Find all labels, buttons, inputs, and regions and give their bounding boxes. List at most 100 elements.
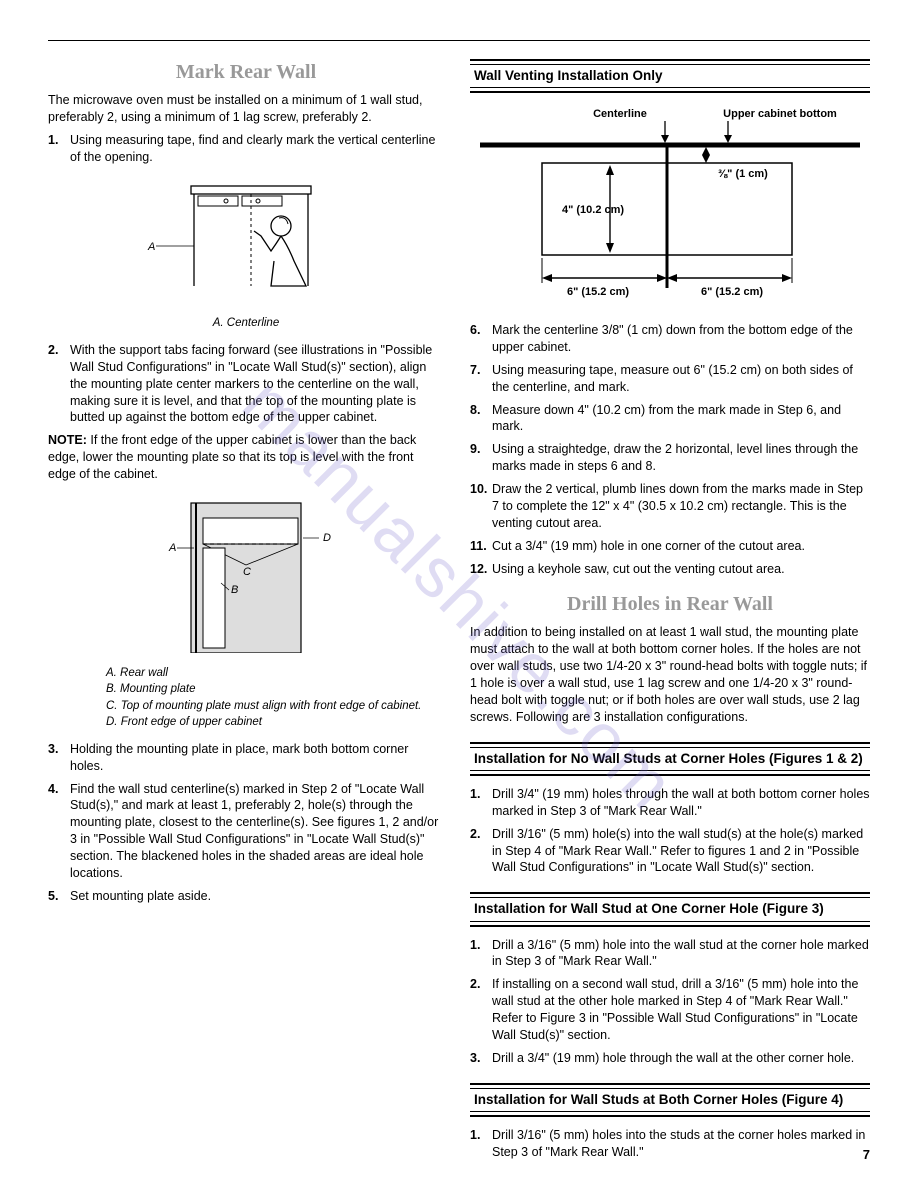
steps-group-d: 6.Mark the centerline 3/8" (1 cm) down f… xyxy=(470,322,870,577)
wall-vent-header: Wall Venting Installation Only xyxy=(470,59,870,93)
step-num: 2. xyxy=(470,976,492,1044)
svg-text:D: D xyxy=(323,532,331,544)
step-num: 4. xyxy=(48,781,70,882)
step-text: Drill 3/16" (5 mm) holes into the studs … xyxy=(492,1127,870,1161)
step-num: 3. xyxy=(470,1050,492,1067)
sub2-steps: 1.Drill a 3/16" (5 mm) hole into the wal… xyxy=(470,937,870,1067)
sub3-step-1: 1.Drill 3/16" (5 mm) holes into the stud… xyxy=(470,1127,870,1161)
note-label: NOTE: xyxy=(48,433,87,447)
sub1-step-1: 1.Drill 3/4" (19 mm) holes through the w… xyxy=(470,786,870,820)
sub2-step-2: 2.If installing on a second wall stud, d… xyxy=(470,976,870,1044)
figure-2: A B C D A. Rear wall B. Mounting plate C… xyxy=(48,493,444,731)
step-num: 2. xyxy=(48,342,70,426)
sub3-header-text: Installation for Wall Studs at Both Corn… xyxy=(470,1088,870,1112)
step-num: 1. xyxy=(470,786,492,820)
heading-mark-rear-wall: Mark Rear Wall xyxy=(48,59,444,86)
svg-text:6" (15.2 cm): 6" (15.2 cm) xyxy=(567,286,629,298)
sub1-header: Installation for No Wall Studs at Corner… xyxy=(470,742,870,776)
svg-text:6" (15.2 cm): 6" (15.2 cm) xyxy=(701,286,763,298)
step-text: Cut a 3/4" (19 mm) hole in one corner of… xyxy=(492,538,870,555)
step-num: 7. xyxy=(470,362,492,396)
left-column: Mark Rear Wall The microwave oven must b… xyxy=(48,59,444,1167)
step-num: 10. xyxy=(470,481,492,532)
svg-text:B: B xyxy=(231,584,238,596)
top-rule xyxy=(48,40,870,41)
sub3-steps: 1.Drill 3/16" (5 mm) holes into the stud… xyxy=(470,1127,870,1161)
step-num: 6. xyxy=(470,322,492,356)
note-text: If the front edge of the upper cabinet i… xyxy=(48,433,416,481)
step-num: 9. xyxy=(470,441,492,475)
step-text: Drill a 3/16" (5 mm) hole into the wall … xyxy=(492,937,870,971)
step-text: With the support tabs facing forward (se… xyxy=(70,342,444,426)
step-1: 1. Using measuring tape, find and clearl… xyxy=(48,132,444,166)
sub2-step-1: 1.Drill a 3/16" (5 mm) hole into the wal… xyxy=(470,937,870,971)
step-2: 2. With the support tabs facing forward … xyxy=(48,342,444,426)
step-text: If installing on a second wall stud, dri… xyxy=(492,976,870,1044)
sub2-header: Installation for Wall Stud at One Corner… xyxy=(470,892,870,926)
heading-drill-holes: Drill Holes in Rear Wall xyxy=(470,591,870,618)
svg-text:4" (10.2 cm): 4" (10.2 cm) xyxy=(562,204,624,216)
step-9: 9.Using a straightedge, draw the 2 horiz… xyxy=(470,441,870,475)
step-text: Drill 3/4" (19 mm) holes through the wal… xyxy=(492,786,870,820)
step-num: 12. xyxy=(470,561,492,578)
legend-c: C. Top of mounting plate must align with… xyxy=(106,699,444,715)
svg-text:C: C xyxy=(243,566,251,578)
step-text: Drill a 3/4" (19 mm) hole through the wa… xyxy=(492,1050,870,1067)
mounting-plate-drawing-icon: A B C D xyxy=(131,493,361,653)
right-column: Wall Venting Installation Only Centerlin… xyxy=(470,59,870,1167)
sub1-step-2: 2.Drill 3/16" (5 mm) hole(s) into the wa… xyxy=(470,826,870,877)
step-num: 1. xyxy=(48,132,70,166)
step-6: 6.Mark the centerline 3/8" (1 cm) down f… xyxy=(470,322,870,356)
step-text: Using a keyhole saw, cut out the venting… xyxy=(492,561,870,578)
legend-a: A. Rear wall xyxy=(106,666,444,682)
fig2-legend: A. Rear wall B. Mounting plate C. Top of… xyxy=(48,666,444,731)
steps-group-b: 2. With the support tabs facing forward … xyxy=(48,342,444,426)
svg-text:Upper cabinet bottom: Upper cabinet bottom xyxy=(723,108,837,120)
legend-d: D. Front edge of upper cabinet xyxy=(106,715,444,731)
step-num: 1. xyxy=(470,937,492,971)
step-10: 10.Draw the 2 vertical, plumb lines down… xyxy=(470,481,870,532)
intro2-text: In addition to being installed on at lea… xyxy=(470,624,870,725)
step-text: Mark the centerline 3/8" (1 cm) down fro… xyxy=(492,322,870,356)
sub1-header-text: Installation for No Wall Studs at Corner… xyxy=(470,747,870,771)
sub2-step-3: 3.Drill a 3/4" (19 mm) hole through the … xyxy=(470,1050,870,1067)
step-text: Find the wall stud centerline(s) marked … xyxy=(70,781,444,882)
step-num: 5. xyxy=(48,888,70,905)
step-12: 12.Using a keyhole saw, cut out the vent… xyxy=(470,561,870,578)
step-num: 8. xyxy=(470,402,492,436)
svg-text:⅜" (1 cm): ⅜" (1 cm) xyxy=(718,168,768,180)
step-5: 5.Set mounting plate aside. xyxy=(48,888,444,905)
step-text: Holding the mounting plate in place, mar… xyxy=(70,741,444,775)
sub2-header-text: Installation for Wall Stud at One Corner… xyxy=(470,897,870,921)
steps-group-c: 3.Holding the mounting plate in place, m… xyxy=(48,741,444,905)
note: NOTE: If the front edge of the upper cab… xyxy=(48,432,444,483)
step-text: Draw the 2 vertical, plumb lines down fr… xyxy=(492,481,870,532)
sub1-steps: 1.Drill 3/4" (19 mm) holes through the w… xyxy=(470,786,870,876)
svg-text:A: A xyxy=(168,542,176,554)
intro-text: The microwave oven must be installed on … xyxy=(48,92,444,126)
fig1-label-a: A xyxy=(147,241,155,253)
step-text: Using measuring tape, measure out 6" (15… xyxy=(492,362,870,396)
step-num: 1. xyxy=(470,1127,492,1161)
wall-vent-header-text: Wall Venting Installation Only xyxy=(470,64,870,88)
step-num: 11. xyxy=(470,538,492,555)
centerline-drawing-icon: A xyxy=(146,176,346,306)
step-text: Using a straightedge, draw the 2 horizon… xyxy=(492,441,870,475)
step-num: 3. xyxy=(48,741,70,775)
step-text: Measure down 4" (10.2 cm) from the mark … xyxy=(492,402,870,436)
step-text: Drill 3/16" (5 mm) hole(s) into the wall… xyxy=(492,826,870,877)
step-3: 3.Holding the mounting plate in place, m… xyxy=(48,741,444,775)
content-columns: Mark Rear Wall The microwave oven must b… xyxy=(48,59,870,1167)
figure-1: A A. Centerline xyxy=(48,176,444,332)
svg-text:Centerline: Centerline xyxy=(593,108,647,120)
step-text: Set mounting plate aside. xyxy=(70,888,444,905)
step-4: 4.Find the wall stud centerline(s) marke… xyxy=(48,781,444,882)
step-8: 8.Measure down 4" (10.2 cm) from the mar… xyxy=(470,402,870,436)
page-number: 7 xyxy=(863,1146,870,1164)
venting-diagram: Centerline Upper cabinet bottom 4" (10.2… xyxy=(470,103,870,308)
legend-b: B. Mounting plate xyxy=(106,682,444,698)
venting-diagram-icon: Centerline Upper cabinet bottom 4" (10.2… xyxy=(470,103,870,303)
fig1-caption: A. Centerline xyxy=(48,316,444,332)
steps-group-a: 1. Using measuring tape, find and clearl… xyxy=(48,132,444,166)
step-num: 2. xyxy=(470,826,492,877)
